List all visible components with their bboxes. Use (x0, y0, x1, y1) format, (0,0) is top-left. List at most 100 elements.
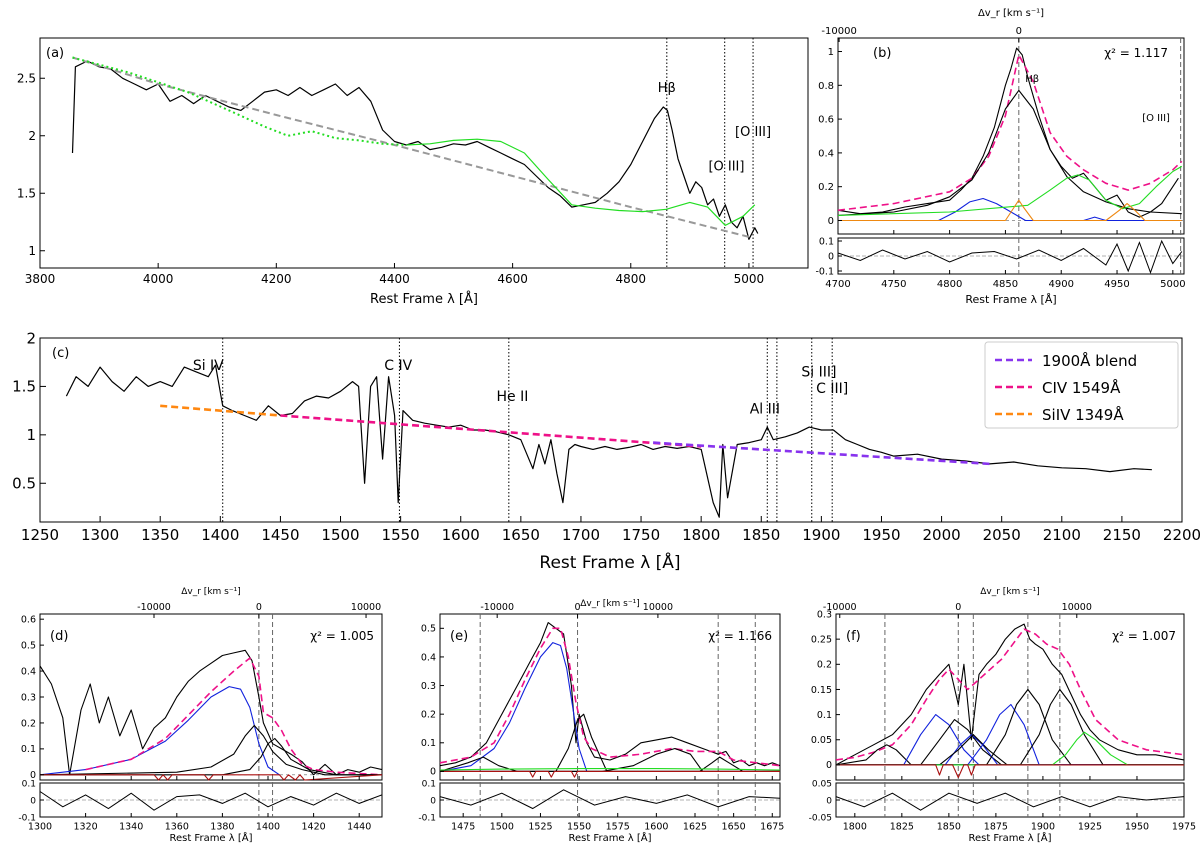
x-tick-label: 1650 (722, 822, 746, 833)
legend-label-siiv: SiIV 1349Å (1042, 405, 1124, 424)
panel-a-frame (39, 37, 809, 269)
panel-c-xlabel: Rest Frame λ [Å] (539, 551, 680, 573)
series-k2 (836, 719, 1184, 766)
x-tick-label: 1800 (682, 526, 720, 544)
x-tick-label: 4850 (993, 279, 1018, 290)
y-tick-label: 0.8 (818, 81, 834, 92)
y-tick-label: 0 (826, 760, 832, 771)
panel-f-top-axis-label: Δv_r [km s⁻¹] (980, 587, 1039, 597)
x-tick-label: 1900 (802, 526, 840, 544)
panel-d-xlabel: Rest Frame λ [Å] (169, 831, 252, 844)
series-spectrum (71, 60, 759, 240)
y-tick-label: 0.4 (21, 666, 36, 677)
panel-e-chi-square: χ² = 1.166 (708, 629, 772, 643)
series-continuum (72, 56, 750, 238)
series-b2 (836, 734, 1184, 766)
top-tick-label: -10000 (823, 602, 857, 613)
line-annotation: Hβ (658, 81, 676, 96)
x-tick-label: 3800 (25, 272, 56, 286)
top-tick-label: 10000 (643, 602, 673, 613)
panel-d: 1300 1320 1340 1360 1380 1400 1420 144000.10.20… (18, 587, 383, 844)
x-tick-label: 2100 (1043, 526, 1081, 544)
y-tick-label: 0.5 (12, 475, 36, 493)
x-tick-label: 1525 (528, 822, 552, 833)
top-tick-label: -10000 (821, 26, 856, 37)
series-blue (39, 686, 280, 776)
series-absorption (836, 764, 1184, 779)
x-tick-label: 1350 (141, 526, 179, 544)
panel-a-plot: Hβ [O III] [O III] 3800 4000 4200 4400 4600 4800… (17, 38, 771, 286)
x-tick-label: 4000 (143, 272, 174, 286)
residual-y-tick-label: 0 (826, 796, 832, 806)
y-tick-label: 1.5 (17, 186, 36, 200)
x-tick-label: 1380 (210, 822, 234, 833)
panel-b-top-axis-label: Δv_r [km s⁻¹] (978, 8, 1044, 19)
y-tick-label: 1 (26, 426, 36, 444)
y-tick-label: 1 (28, 244, 36, 258)
x-tick-label: 4700 (825, 279, 850, 290)
x-tick-label: 1300 (81, 526, 119, 544)
panel-a-xlabel: Rest Frame λ [Å] (370, 291, 478, 307)
x-tick-label: 1675 (760, 822, 784, 833)
panel-a: Hβ [O III] [O III] 3800 4000 4200 4400 4600 4800… (17, 37, 809, 307)
y-tick-label: 1.5 (12, 378, 36, 396)
top-tick-label: 0 (256, 602, 262, 613)
residual-y-tick-label: 0.05 (812, 779, 832, 789)
y-tick-label: 0.2 (21, 718, 36, 729)
top-tick-label: 10000 (351, 602, 381, 613)
panel-f-chi-square: χ² = 1.007 (1112, 629, 1176, 643)
series-total (835, 628, 1185, 761)
y-tick-label: 0 (828, 216, 834, 227)
x-tick-label: 1360 (165, 822, 189, 833)
series-broad (837, 89, 1182, 216)
line-annotation: [O III] (1142, 113, 1170, 124)
y-tick-label: 0.25 (811, 634, 832, 645)
series-b3 (836, 703, 1184, 766)
panel-e-top-axis-label: Δv_r [km s⁻¹] (580, 599, 639, 609)
y-tick-label: 2 (28, 129, 36, 143)
x-tick-label: 1500 (490, 822, 514, 833)
panel-f-frame (835, 613, 1185, 781)
residual-y-tick-label: 0 (828, 252, 834, 263)
x-tick-label: 1550 (382, 526, 420, 544)
x-tick-label: 1850 (937, 822, 961, 833)
x-tick-label: 1475 (451, 822, 475, 833)
residual-y-tick-label: -0.05 (809, 813, 832, 823)
panel-d-top-axis-label: Δv_r [km s⁻¹] (181, 587, 240, 597)
x-tick-label: 1750 (622, 526, 660, 544)
x-tick-label: 1825 (890, 822, 914, 833)
x-tick-label: 1600 (442, 526, 480, 544)
panel-e-label: (e) (450, 629, 468, 644)
x-tick-label: 2000 (922, 526, 960, 544)
panel-e: 1475 1500 1525 1550 1575 1600 1625 1650 167500.1… (418, 599, 784, 844)
y-tick-label: 0.6 (818, 115, 834, 126)
y-tick-label: 0.1 (21, 744, 36, 755)
y-tick-label: 0.2 (818, 182, 834, 193)
series-fe (439, 768, 781, 771)
line-annotation: He II (496, 389, 528, 405)
y-tick-label: 0.5 (421, 624, 436, 635)
x-tick-label: 1625 (683, 822, 707, 833)
panel-f-xlabel: Rest Frame λ [Å] (968, 831, 1051, 844)
top-tick-label: 0 (955, 602, 961, 613)
x-tick-label: 2150 (1103, 526, 1141, 544)
top-tick-label: 0 (575, 602, 581, 613)
y-tick-label: 2.5 (17, 71, 36, 85)
series-blue (439, 642, 588, 772)
panel-a-label: (a) (46, 46, 64, 61)
line-annotation: Hβ (1025, 74, 1039, 85)
residual-y-tick-label: 0 (430, 796, 436, 806)
panel-c: Si IV C IV He II Al III Si III]C III] 1250 130… (12, 329, 1200, 573)
series-residual (837, 239, 1183, 274)
legend-label-civ: CIV 1549Å (1042, 378, 1121, 397)
x-tick-label: 4200 (261, 272, 292, 286)
x-tick-label: 1340 (119, 822, 143, 833)
residual-y-tick-label: 0.1 (819, 237, 834, 248)
series-civ-1549- (280, 414, 702, 448)
x-tick-label: 2050 (983, 526, 1021, 544)
series-residual (439, 789, 781, 810)
x-tick-label: 2200 (1163, 526, 1200, 544)
series-comp1 (39, 724, 382, 776)
y-tick-label: 0.2 (421, 709, 436, 720)
x-tick-label: 1975 (1172, 822, 1196, 833)
